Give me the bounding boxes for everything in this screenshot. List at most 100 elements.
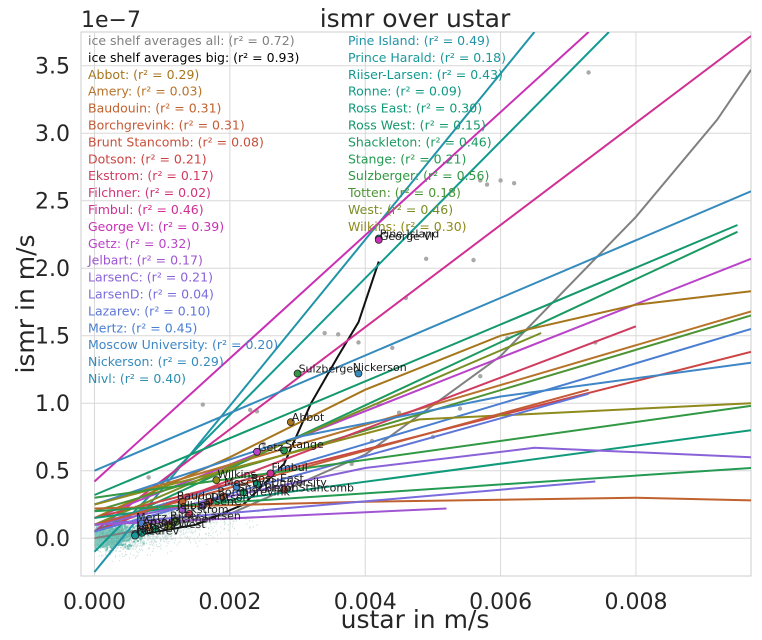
point-annotation: LarsenC [197, 495, 242, 508]
shelf-point [253, 480, 261, 489]
fit-line [94, 328, 751, 526]
x-tick-label: 0.002 [198, 590, 261, 615]
outlier-point [511, 180, 517, 186]
point-annotation: Brunt Stancomb [265, 481, 354, 494]
point-annotation: Sulzberger [299, 363, 359, 376]
fit-line [94, 224, 738, 496]
legend-entry: Ross East: (r² = 0.30) [348, 101, 482, 116]
point-annotation: Pine Island [380, 228, 439, 241]
shelf-point [178, 505, 187, 514]
legend-entry: Sulzberger: (r² = 0.56) [348, 168, 489, 183]
fit-line [94, 230, 738, 533]
shelf-point [131, 531, 140, 540]
legend-entry: Abbot: (r² = 0.29) [88, 67, 199, 82]
legend-entry: Borchgrevink: (r² = 0.31) [88, 118, 245, 133]
outlier-point [146, 475, 151, 480]
fit-line [94, 402, 751, 506]
shelf-point [239, 488, 248, 497]
x-axis-label: ustar in m/s [341, 605, 490, 634]
legend-entry: Ekstrom: (r² = 0.17) [88, 168, 214, 183]
legend-entry: Baudouin: (r² = 0.31) [88, 101, 221, 116]
point-annotation: Abbot [292, 411, 325, 424]
legend-entry: Riiser-Larsen: (r² = 0.43) [348, 67, 503, 82]
outlier-point [390, 345, 395, 351]
x-tick-label: 0.006 [469, 590, 532, 615]
legend-entry: Shackleton: (r² = 0.46) [348, 134, 492, 149]
y-axis-label: ismr in m/s [11, 234, 40, 373]
outlier-point [471, 257, 476, 263]
y-tick-labels: 0.0 0.5 1.0 1.5 2.0 2.5 3.0 3.5 [35, 55, 70, 552]
shelf-point [198, 501, 207, 510]
shelf-point [205, 497, 214, 506]
fit-lines [93, 32, 751, 573]
legend-entry: Jelbart: (r² = 0.17) [87, 253, 203, 268]
legend-entry: ice shelf averages big: (r² = 0.93) [88, 50, 299, 65]
legend-entry: LarsenC: (r² = 0.21) [88, 270, 213, 285]
fit-line [134, 261, 380, 537]
fit-line [94, 507, 447, 526]
point-annotation: Nickerson [353, 361, 407, 374]
legend-entry: LarsenD: (r² = 0.04) [88, 287, 214, 302]
point-annotation: Nivl [136, 523, 157, 536]
chart-title: ismr over ustar [320, 4, 511, 33]
outlier-point [356, 340, 361, 345]
shelf-point [280, 446, 288, 455]
point-annotation: Dotson [211, 491, 250, 504]
legend-entry: Lazarev: (r² = 0.10) [88, 303, 210, 318]
y-tick-label: 1.5 [35, 325, 70, 350]
legend-entry: Mertz: (r² = 0.45) [88, 320, 197, 335]
point-annotation: Getz [258, 441, 284, 454]
legend-entry: Filchner: (r² = 0.02) [88, 185, 211, 200]
y-tick-label: 2.5 [35, 190, 70, 215]
point-annotation: Filchner [170, 512, 213, 525]
grid-lines [81, 32, 751, 576]
outlier-point [322, 330, 327, 336]
point-annotation: Jelbart [176, 499, 213, 512]
legend-entry: West: (r² = 0.46) [348, 202, 453, 217]
outlier-point [478, 178, 483, 183]
legend-entry: Prince Harald: (r² = 0.18) [348, 50, 506, 65]
outlier-point [498, 178, 503, 183]
legend-entry: Ronne: (r² = 0.09) [348, 84, 462, 99]
fit-line [93, 32, 590, 483]
y-tick-label: 2.0 [35, 257, 70, 282]
outlier-point [423, 256, 429, 261]
legend-entry: Wilkins: (r² = 0.30) [348, 219, 467, 234]
y-tick-label: 1.0 [35, 392, 70, 417]
shelf-point [212, 476, 221, 485]
shelf-point [354, 369, 363, 378]
outlier-point [335, 332, 341, 337]
legend-entry: Getz: (r² = 0.32) [88, 236, 191, 251]
point-annotation: Shackleton [238, 481, 299, 494]
legend-entry: Ross West: (r² = 0.15) [348, 118, 486, 133]
y-tick-label: 3.5 [35, 55, 70, 80]
legend-entry: George VI: (r² = 0.39) [88, 219, 224, 234]
outlier-point [261, 441, 266, 446]
outlier-point [586, 70, 591, 75]
point-annotation: Amery [143, 515, 180, 528]
fit-line [94, 325, 637, 533]
point-annotation: Stange [285, 438, 324, 451]
fit-line [94, 332, 542, 526]
legend-entry: Brunt Stancomb: (r² = 0.08) [88, 134, 264, 149]
legend-entry: Stange: (r² = 0.21) [348, 151, 466, 166]
shelf-point [151, 524, 160, 533]
fit-line [94, 190, 751, 472]
legend-entry: Totten: (r² = 0.18) [347, 185, 461, 200]
legend-entry: Moscow University: (r² = 0.20) [88, 337, 278, 352]
outlier-point [457, 406, 463, 411]
legend-left: ice shelf averages all: (r² = 0.72) ice s… [87, 33, 299, 386]
point-annotation: Ekstrom [184, 503, 229, 516]
point-annotation: Fimbul [271, 461, 307, 474]
outlier-point [247, 407, 253, 413]
point-annotation: Lazarev [136, 525, 179, 538]
point-annotation: LarsenD [136, 519, 181, 532]
y-tick-label: 0.5 [35, 460, 70, 485]
x-tick-labels: 0.000 0.002 0.004 0.006 0.008 [63, 590, 667, 615]
fit-line [94, 361, 751, 506]
shelf-point [266, 469, 275, 478]
x-tick-label: 0.000 [63, 590, 126, 615]
outlier-point [484, 182, 490, 187]
